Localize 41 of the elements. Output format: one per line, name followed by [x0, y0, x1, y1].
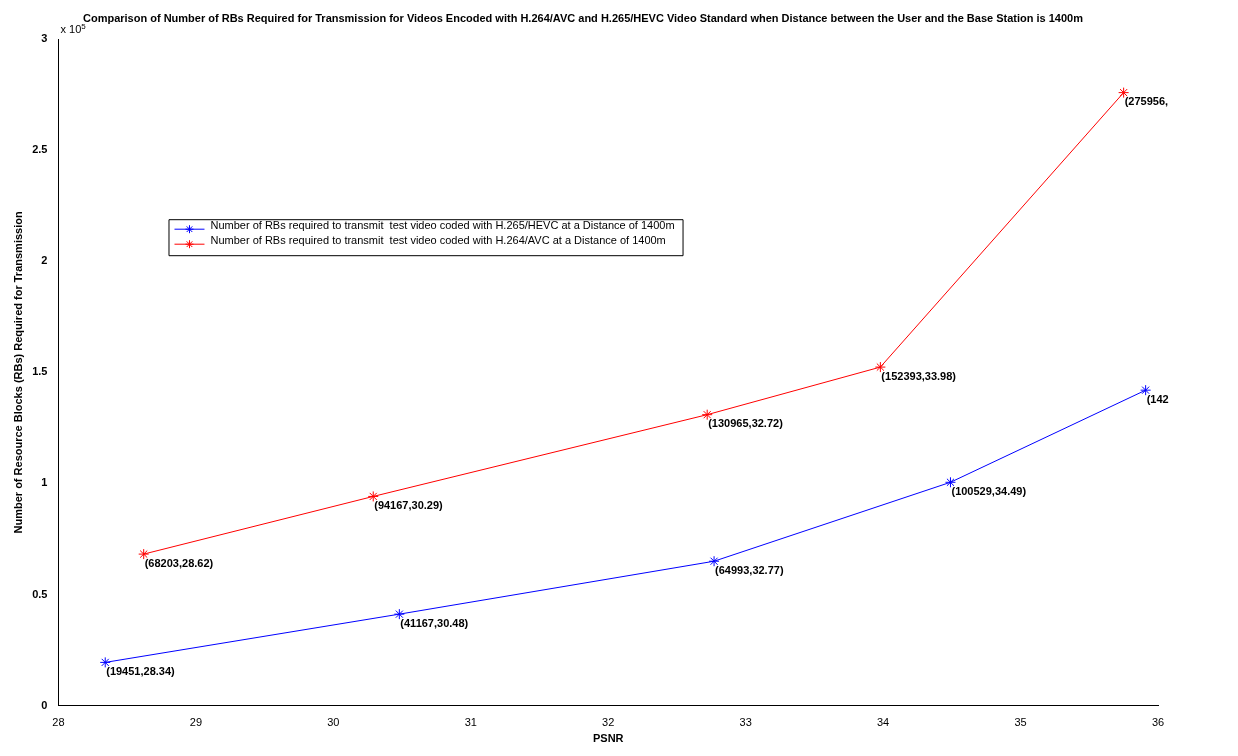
x-axis-title: PSNR [592, 732, 624, 745]
annotation: (152393,33.98) [881, 369, 957, 382]
y-tick-label: 0.5 [32, 587, 48, 600]
y-tick-label: 3 [41, 32, 48, 45]
y-tick-label: 0 [41, 698, 48, 711]
point [138, 548, 150, 560]
y-axis-title: Number of Resource Blocks (RBs) Required for Transmission [11, 211, 24, 534]
annotation: (100529,34.49) [951, 484, 1027, 497]
chart-title: Comparison of Number of RBs Required for Transmission for Videos Encoded with H.264/AVC and H.265/HEVC Video Standard when Distance between the User and the Base Station is 1400m [82, 11, 1084, 24]
y-tick-label: 2 [41, 254, 48, 267]
point [1118, 87, 1130, 99]
annotation: (64993,32.77) [715, 563, 784, 576]
point [99, 656, 111, 668]
x-tick-label: 30 [327, 716, 340, 729]
x-tick-label: 29 [189, 716, 203, 729]
annotation: (19451,28.34) [106, 664, 176, 677]
x-tick-label: 28 [52, 716, 65, 729]
legend-label: Number of RBs required to transmit test video coded with H.264/AVC at a Distance of 1400m [210, 234, 666, 247]
annotation: (130965,32.72) [708, 417, 784, 430]
annotation: (94167,30.29) [374, 498, 444, 511]
y-tick-label: 2.5 [32, 143, 48, 156]
annotation: (68203,28.62) [144, 556, 214, 569]
legend-label: Number of RBs required to transmit test video coded with H.265/HEVC at a Distance of 1400m [210, 219, 675, 232]
x-tick-label: 32 [602, 716, 615, 729]
point [708, 555, 720, 567]
point [393, 608, 405, 620]
annotation: (142 [1146, 392, 1169, 405]
y-tick-label: 1.5 [32, 365, 48, 378]
point [874, 361, 886, 373]
y-tick-label: 1 [41, 476, 48, 489]
x-tick-label: 33 [739, 716, 752, 729]
x-tick-label: 34 [877, 716, 890, 729]
x-tick-label: 35 [1014, 716, 1027, 729]
annotation: (275956, [1124, 95, 1169, 108]
point [701, 409, 713, 421]
x-tick-label: 36 [1151, 716, 1165, 729]
x-tick-label: 31 [464, 716, 477, 729]
point [1140, 384, 1152, 396]
annotation: (41167,30.48) [400, 616, 469, 629]
point [944, 476, 956, 488]
point [367, 490, 379, 502]
